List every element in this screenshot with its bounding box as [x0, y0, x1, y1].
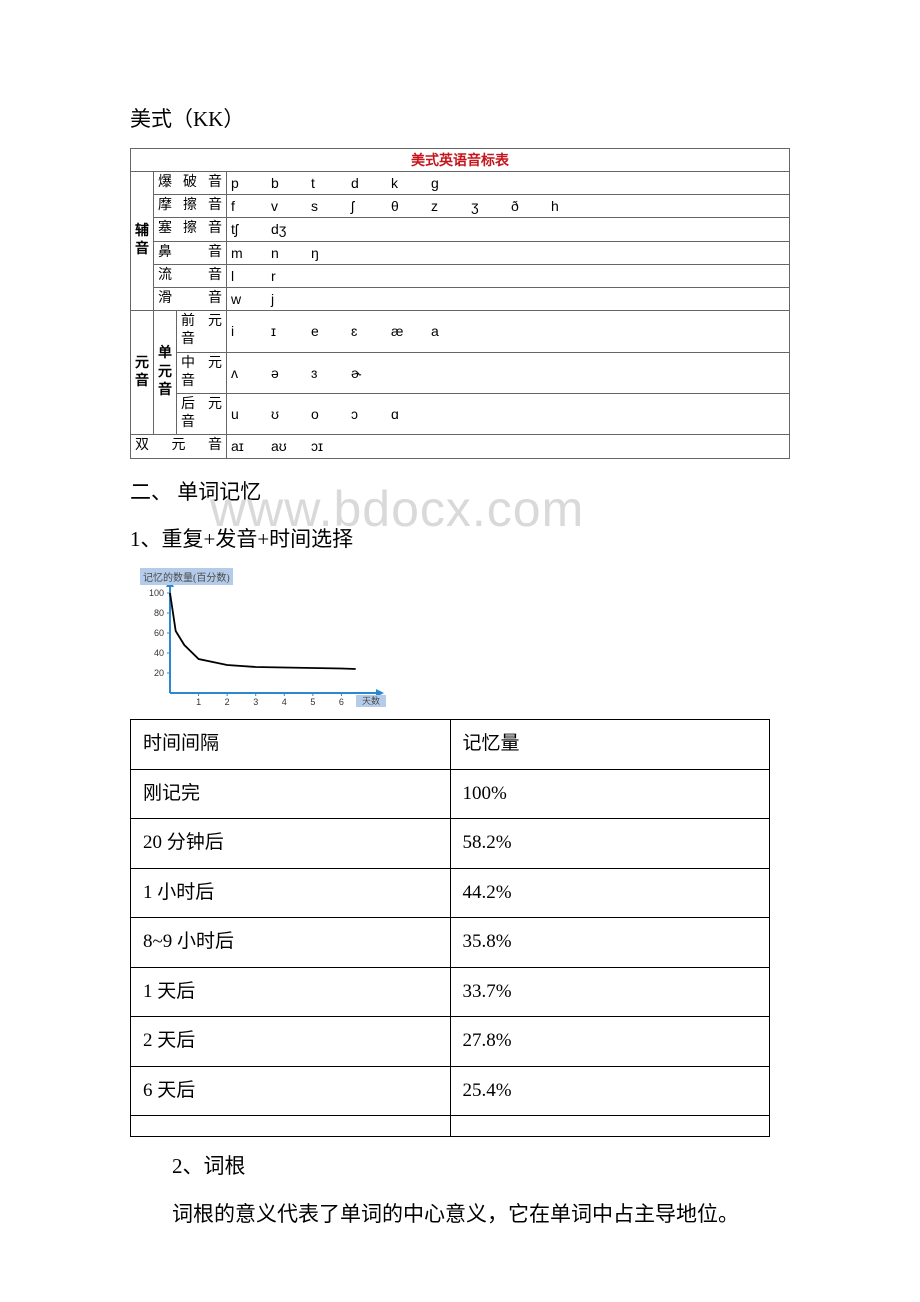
svg-text:5: 5	[310, 697, 315, 707]
heading-kk: 美式（KK）	[130, 100, 790, 140]
phonetic-table-title: 美式英语音标表	[131, 148, 790, 171]
section-2-2-desc: 词根的意义代表了单词的中心意义，它在单词中占主导地位。	[130, 1195, 790, 1235]
vrow-sym-1: ʌəɜɚ	[227, 352, 790, 393]
row-sym-3: mnŋ	[227, 241, 790, 264]
section-2-1-heading: 1、重复+发音+时间选择	[130, 520, 790, 560]
vrow-cat-0: 前元音	[177, 311, 227, 352]
svg-text:80: 80	[154, 608, 164, 618]
svg-text:4: 4	[282, 697, 287, 707]
svg-text:3: 3	[253, 697, 258, 707]
mem-cell: 33.7%	[450, 967, 770, 1017]
mem-cell: 8~9 小时后	[131, 918, 451, 968]
section-2-heading: 二、 单词记忆	[130, 473, 790, 513]
svg-text:60: 60	[154, 628, 164, 638]
row-cat-5: 滑 音	[154, 288, 227, 311]
mem-cell: 44.2%	[450, 868, 770, 918]
vrow-cat-1: 中元音	[177, 352, 227, 393]
mem-header-0: 时间间隔	[131, 720, 451, 770]
mem-cell: 100%	[450, 769, 770, 819]
row-sym-1: fvsʃθzʒðh	[227, 195, 790, 218]
svg-text:天数: 天数	[362, 695, 380, 706]
memory-table: 时间间隔 记忆量 刚记完100% 20 分钟后58.2% 1 小时后44.2% …	[130, 719, 770, 1137]
consonant-group-label: 辅音	[131, 172, 154, 311]
row-sym-4: lr	[227, 264, 790, 287]
svg-text:6: 6	[339, 697, 344, 707]
vowel-sub-label: 单元音	[154, 311, 177, 435]
diph-label: 双元音	[131, 435, 227, 458]
mem-cell	[131, 1116, 451, 1137]
section-2-2-heading: 2、词根	[130, 1147, 790, 1187]
vrow-cat-2: 后元音	[177, 393, 227, 434]
vrow-sym-2: uʊoɔɑ	[227, 393, 790, 434]
mem-cell: 6 天后	[131, 1066, 451, 1116]
mem-cell: 1 小时后	[131, 868, 451, 918]
mem-header-1: 记忆量	[450, 720, 770, 770]
mem-cell: 1 天后	[131, 967, 451, 1017]
forgetting-curve-chart: 记忆的数量(百分数) 20 40 60 80 100 1 2 3 4 5 6 天数	[130, 568, 390, 713]
chart-y-label: 记忆的数量(百分数)	[140, 568, 233, 585]
row-cat-0: 爆破音	[154, 172, 227, 195]
row-sym-2: tʃdʒ	[227, 218, 790, 241]
mem-cell: 刚记完	[131, 769, 451, 819]
row-sym-5: wj	[227, 288, 790, 311]
mem-cell: 58.2%	[450, 819, 770, 869]
svg-text:100: 100	[149, 588, 164, 598]
row-cat-1: 摩擦音	[154, 195, 227, 218]
svg-text:1: 1	[196, 697, 201, 707]
svg-text:40: 40	[154, 648, 164, 658]
vowel-group-label: 元音	[131, 311, 154, 435]
mem-cell: 35.8%	[450, 918, 770, 968]
forgetting-curve-svg: 20 40 60 80 100 1 2 3 4 5 6 天数	[130, 568, 390, 713]
row-cat-3: 鼻 音	[154, 241, 227, 264]
mem-cell	[450, 1116, 770, 1137]
mem-cell: 2 天后	[131, 1017, 451, 1067]
row-sym-0: pbtdkg	[227, 172, 790, 195]
row-cat-2: 塞擦音	[154, 218, 227, 241]
diph-sym: aɪaʊɔɪ	[227, 435, 790, 458]
svg-text:2: 2	[225, 697, 230, 707]
phonetic-table: 美式英语音标表 辅音 爆破音 pbtdkg 摩擦音 fvsʃθzʒðh 塞擦音 …	[130, 148, 790, 459]
mem-cell: 25.4%	[450, 1066, 770, 1116]
mem-cell: 27.8%	[450, 1017, 770, 1067]
vrow-sym-0: iɪeɛæa	[227, 311, 790, 352]
mem-cell: 20 分钟后	[131, 819, 451, 869]
row-cat-4: 流 音	[154, 264, 227, 287]
svg-text:20: 20	[154, 668, 164, 678]
